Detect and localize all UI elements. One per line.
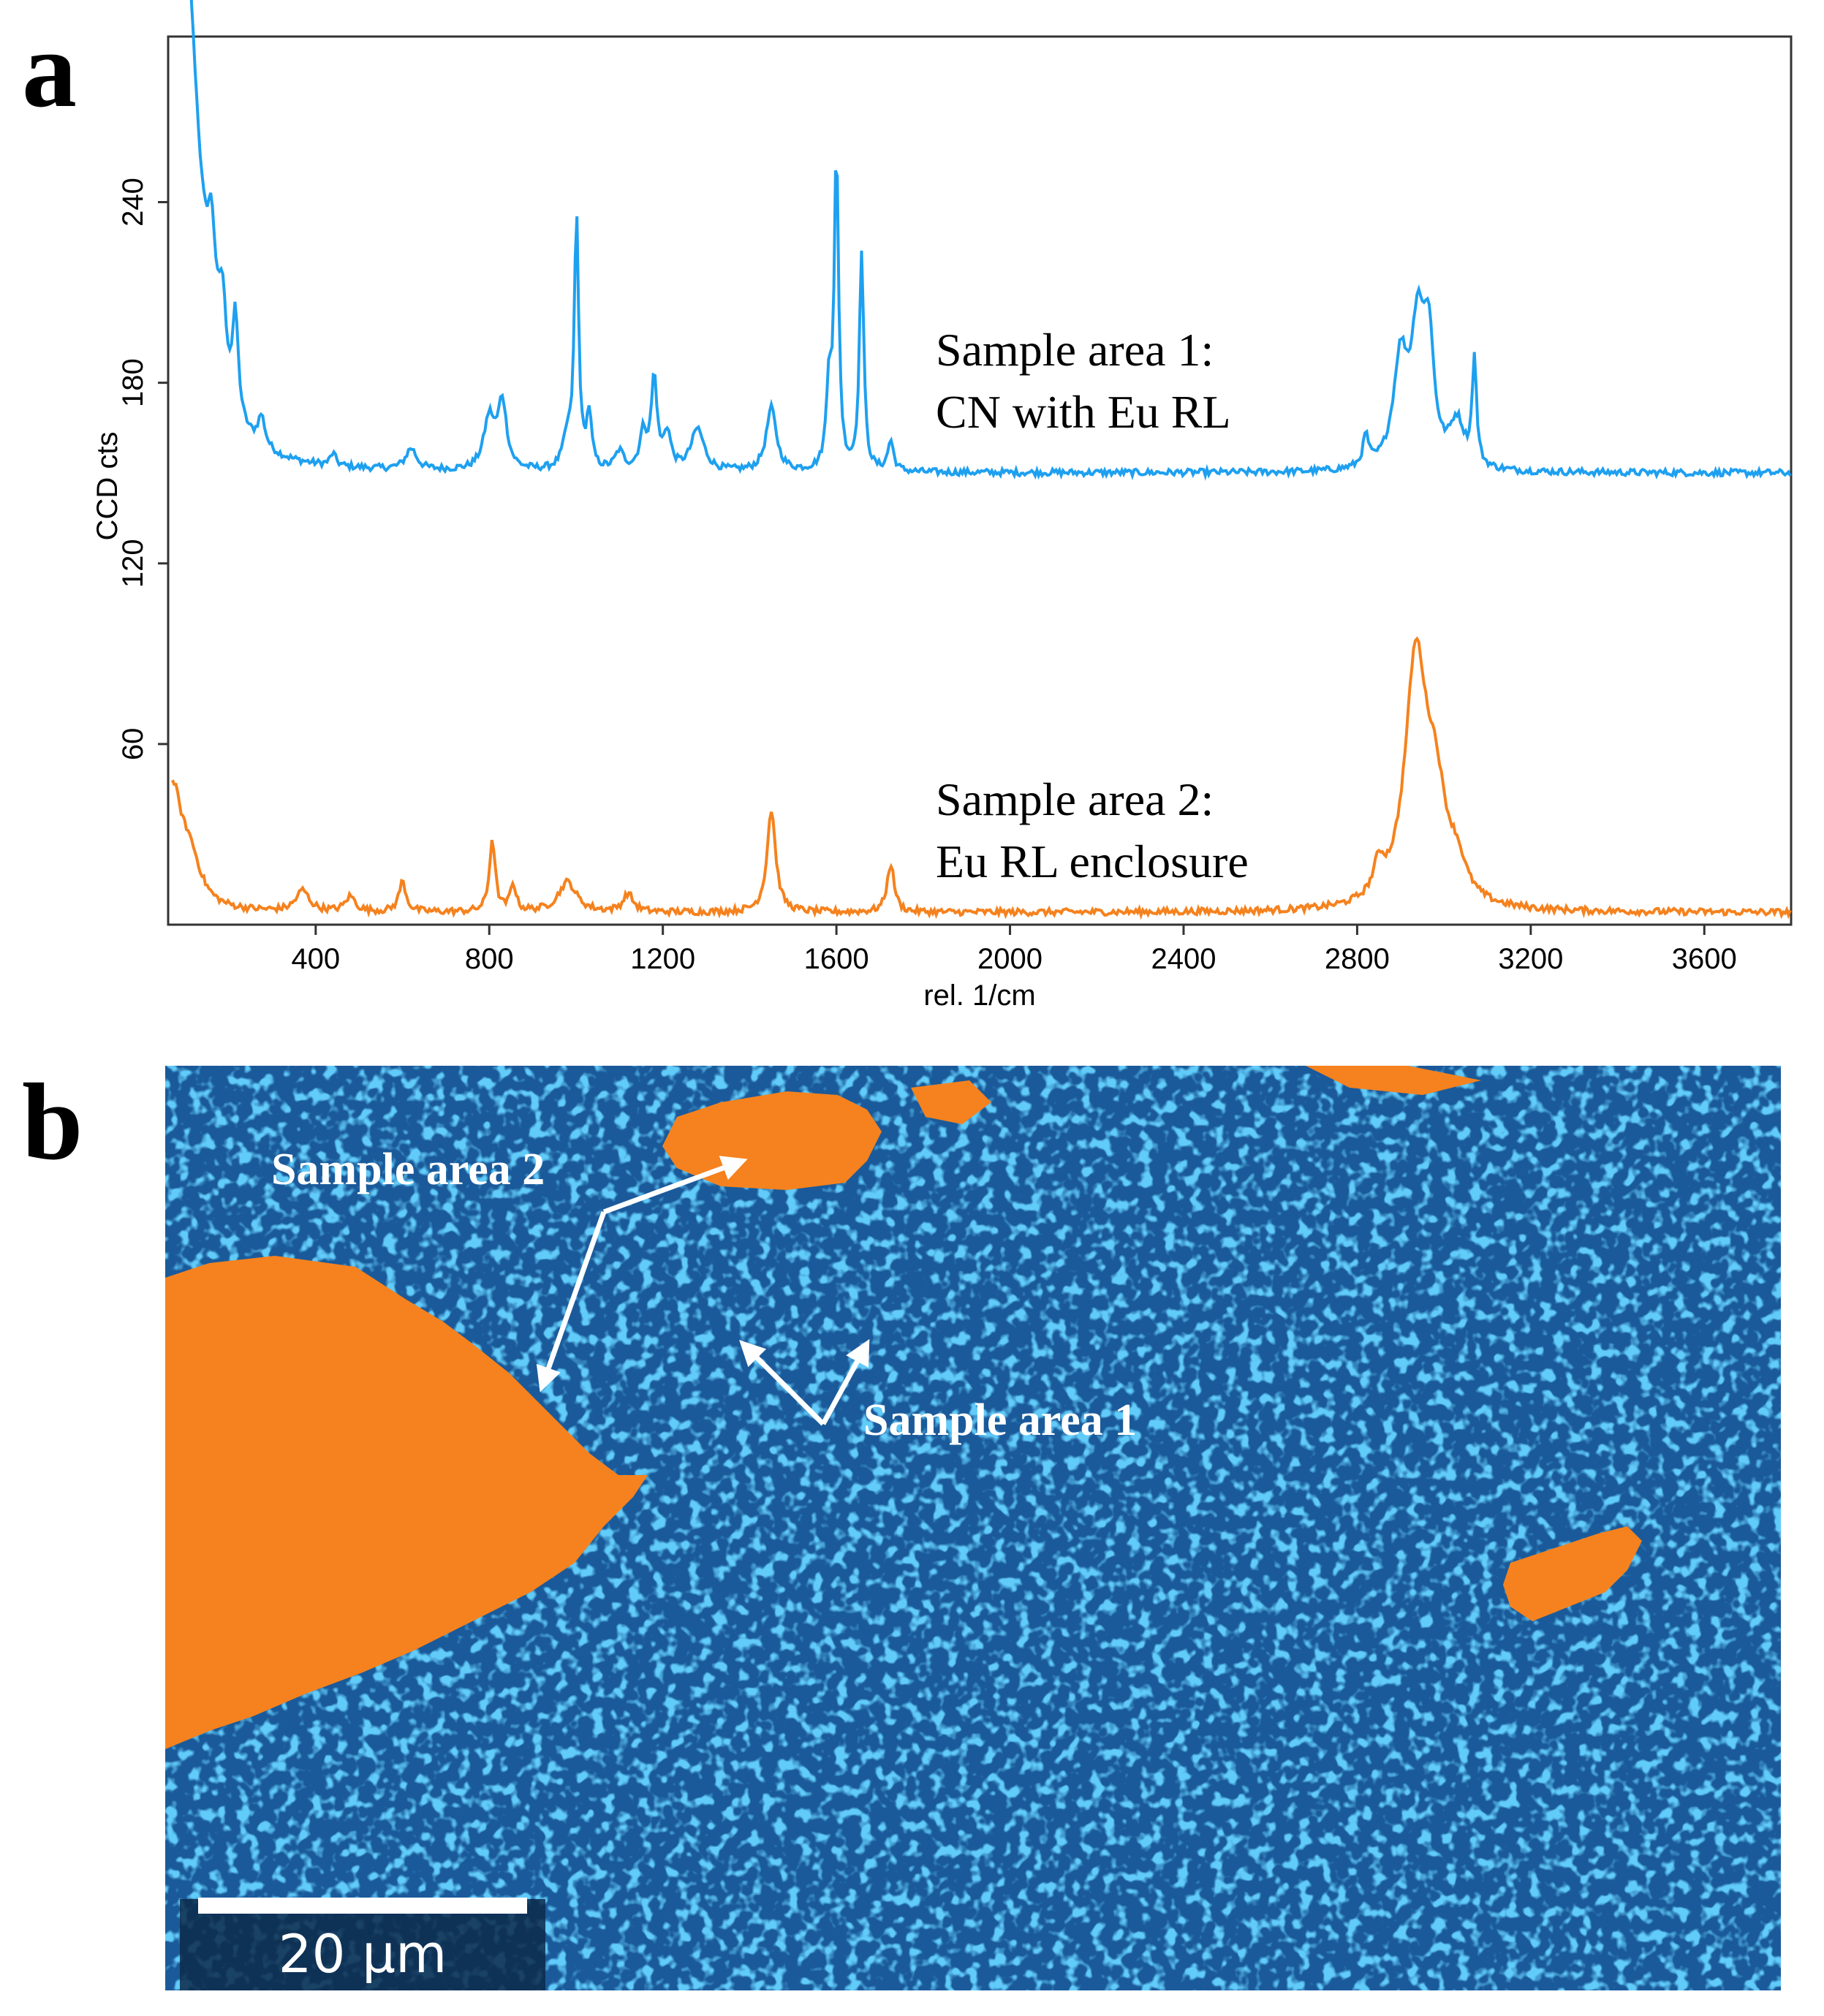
x-axis-ticks: 400 800 1200 1600 2000 2400 2800 3200 3600 — [291, 925, 1737, 975]
x-tick-label: 400 — [291, 943, 340, 975]
raman-map-image: Sample area 2 Sample area 1 20 μm — [165, 1066, 1781, 1990]
annotation-area-2-line-1: Sample area 2: — [936, 773, 1214, 825]
enclosure-large — [165, 1256, 648, 1749]
series-line-sample-area-2 — [171, 636, 1792, 920]
y-tick-label: 240 — [117, 178, 149, 227]
enclosure-grain — [165, 1066, 1781, 1990]
y-axis-title: CCD cts — [91, 432, 124, 541]
y-tick-label: 120 — [117, 539, 149, 588]
plot-frame — [167, 35, 1793, 926]
arrow-area-2-lower — [536, 1210, 607, 1392]
label-arrows — [536, 1156, 870, 1426]
annotation-area-1-line-2: CN with Eu RL — [936, 386, 1231, 438]
scale-bar-background — [180, 1899, 545, 1990]
x-tick-label: 2800 — [1325, 943, 1390, 975]
enclosure-top-right — [1306, 1066, 1481, 1095]
y-tick-label: 60 — [117, 728, 149, 761]
arrow-area-1-right — [820, 1338, 870, 1425]
panel-b-letter: b — [22, 1061, 83, 1183]
x-axis-title: rel. 1/cm — [923, 979, 1035, 1012]
x-tick-label: 2000 — [977, 943, 1042, 975]
x-tick-label: 3200 — [1498, 943, 1563, 975]
annotation-area-1-line-1: Sample area 1: — [936, 324, 1214, 376]
enclosure-right — [1503, 1526, 1642, 1621]
enclosure-top-mid — [911, 1080, 991, 1124]
x-tick-label: 800 — [465, 943, 514, 975]
series-line-sample-area-1 — [189, 0, 1792, 481]
arrow-area-1-left — [739, 1340, 825, 1426]
y-tick-label: 180 — [117, 358, 149, 407]
annotation-area-2-line-2: Eu RL enclosure — [936, 835, 1249, 887]
x-tick-label: 1600 — [804, 943, 869, 975]
panel-a-letter: a — [22, 9, 77, 130]
arrow-area-2-upper — [602, 1156, 748, 1215]
scale-bar-label: 20 μm — [279, 1923, 447, 1985]
raman-spectra-chart: 400 800 1200 1600 2000 2400 2800 3200 3600 60 120… — [91, 0, 1793, 1012]
eu-rl-enclosure-regions — [165, 1066, 1642, 1749]
scale-bar — [198, 1898, 527, 1914]
x-tick-label: 3600 — [1672, 943, 1737, 975]
enclosure-top — [662, 1091, 882, 1190]
map-label-sample-area-1: Sample area 1 — [863, 1395, 1137, 1445]
x-tick-label: 1200 — [630, 943, 695, 975]
x-tick-label: 2400 — [1151, 943, 1216, 975]
map-label-sample-area-2: Sample area 2 — [271, 1145, 545, 1194]
y-axis-ticks: 60 120 180 240 — [117, 178, 168, 760]
